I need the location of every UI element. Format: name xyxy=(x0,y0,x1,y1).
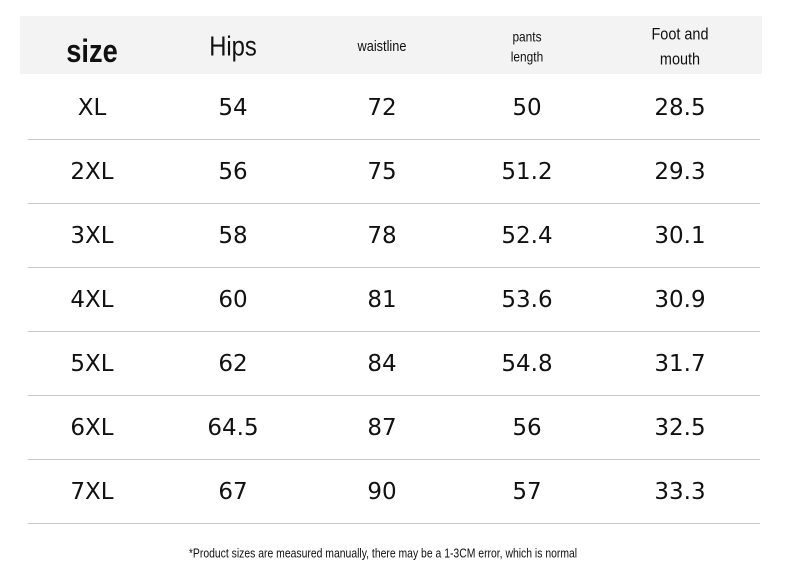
row-separator xyxy=(28,203,760,204)
row-separator xyxy=(28,331,760,332)
table-cell: 2XL xyxy=(70,159,114,185)
table-cell: 7XL xyxy=(70,479,114,505)
table-cell: 30.9 xyxy=(654,287,706,313)
table-cell: 72 xyxy=(367,95,397,121)
table-cell: 28.5 xyxy=(654,95,706,121)
table-cell: 5XL xyxy=(70,351,114,377)
table-cell: 4XL xyxy=(70,287,114,313)
row-separator xyxy=(28,523,760,524)
table-cell: 58 xyxy=(218,223,248,249)
table-cell: 56 xyxy=(218,159,248,185)
table-cell: 53.6 xyxy=(501,287,553,313)
column-header: pants length xyxy=(510,28,544,65)
column-header: Foot and mouth xyxy=(651,24,709,68)
table-cell: 90 xyxy=(367,479,397,505)
table-cell: 50 xyxy=(512,95,542,121)
table-cell: 31.7 xyxy=(654,351,706,377)
table-cell: 54 xyxy=(218,95,248,121)
table-cell: 32.5 xyxy=(654,415,706,441)
column-header: Hips xyxy=(209,30,257,62)
column-header: waistline xyxy=(357,38,407,56)
row-separator xyxy=(28,395,760,396)
row-separator xyxy=(28,267,760,268)
table-cell: 75 xyxy=(367,159,397,185)
table-cell: XL xyxy=(77,95,107,121)
table-cell: 6XL xyxy=(70,415,114,441)
table-cell: 54.8 xyxy=(501,351,553,377)
table-cell: 51.2 xyxy=(501,159,553,185)
table-cell: 78 xyxy=(367,223,397,249)
table-cell: 56 xyxy=(512,415,542,441)
table-cell: 3XL xyxy=(70,223,114,249)
table-cell: 30.1 xyxy=(654,223,706,249)
table-cell: 87 xyxy=(367,415,397,441)
table-cell: 62 xyxy=(218,351,248,377)
row-separator xyxy=(28,139,760,140)
table-cell: 67 xyxy=(218,479,248,505)
footnote: *Product sizes are measured manually, th… xyxy=(188,545,578,561)
table-cell: 64.5 xyxy=(207,415,259,441)
table-cell: 33.3 xyxy=(654,479,706,505)
table-cell: 81 xyxy=(367,287,397,313)
table-cell: 29.3 xyxy=(654,159,706,185)
row-separator xyxy=(28,459,760,460)
table-cell: 52.4 xyxy=(501,223,553,249)
table-cell: 60 xyxy=(218,287,248,313)
header-band xyxy=(20,16,762,74)
table-cell: 57 xyxy=(512,479,542,505)
column-header: size xyxy=(66,32,118,69)
table-cell: 84 xyxy=(367,351,397,377)
